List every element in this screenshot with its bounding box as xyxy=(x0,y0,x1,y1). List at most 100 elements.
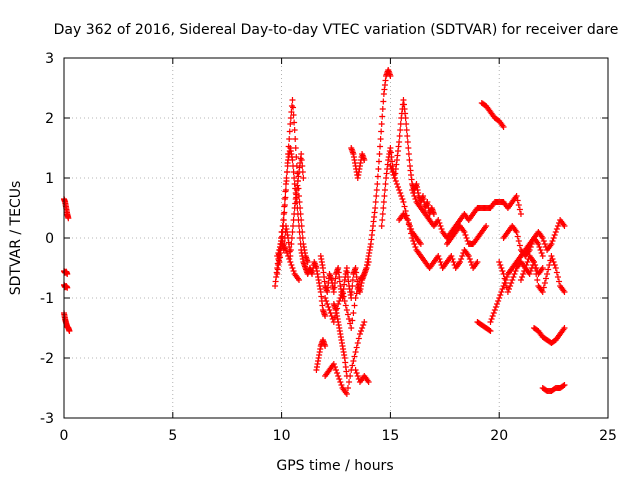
data-point xyxy=(405,220,412,226)
data-point xyxy=(495,298,502,304)
y-tick-label: -2 xyxy=(40,351,54,367)
data-point xyxy=(501,275,508,282)
data-point xyxy=(284,169,291,175)
data-point xyxy=(539,235,546,241)
data-point xyxy=(378,121,385,127)
data-point xyxy=(380,199,387,205)
data-point xyxy=(500,271,507,277)
data-point xyxy=(287,121,294,127)
data-point xyxy=(378,223,385,229)
data-point xyxy=(474,259,481,265)
data-point xyxy=(300,175,307,181)
data-point xyxy=(487,319,494,325)
series-a1 xyxy=(61,196,72,222)
data-point xyxy=(498,289,505,295)
data-point xyxy=(290,217,297,223)
data-point xyxy=(410,238,417,244)
data-point xyxy=(379,113,386,120)
data-point xyxy=(285,253,292,259)
data-point xyxy=(551,262,558,268)
data-point xyxy=(436,256,443,262)
data-point xyxy=(291,175,298,181)
data-point xyxy=(377,136,384,142)
data-point xyxy=(364,262,371,268)
data-point xyxy=(281,202,288,208)
data-point xyxy=(288,235,295,241)
series-a2 xyxy=(61,268,71,277)
data-point xyxy=(352,367,359,373)
data-point xyxy=(387,163,394,169)
data-point xyxy=(488,316,495,322)
data-point xyxy=(298,151,305,157)
data-point xyxy=(465,253,472,259)
data-point xyxy=(540,284,547,291)
data-point xyxy=(365,259,372,265)
data-point xyxy=(461,229,468,235)
data-point xyxy=(393,181,400,187)
data-point xyxy=(436,220,443,226)
x-tick-labels: 0 5 10 15 20 25 xyxy=(60,428,617,444)
data-point xyxy=(404,217,411,223)
data-point xyxy=(377,143,384,150)
data-point xyxy=(526,271,533,277)
data-point xyxy=(541,241,548,247)
data-point xyxy=(349,362,356,369)
series-h3 xyxy=(500,223,546,259)
series-e1 xyxy=(348,145,368,181)
data-point xyxy=(536,244,543,250)
data-point xyxy=(396,139,403,145)
data-point xyxy=(396,187,403,193)
data-point xyxy=(494,301,501,307)
data-point xyxy=(513,193,520,199)
data-point xyxy=(550,259,557,265)
data-point xyxy=(520,271,527,277)
y-tick-label: 2 xyxy=(45,111,54,127)
data-point xyxy=(288,241,295,247)
data-point xyxy=(287,115,294,121)
data-point xyxy=(412,196,419,202)
data-point xyxy=(287,259,294,265)
data-point xyxy=(541,280,548,286)
data-point xyxy=(362,268,369,274)
data-point xyxy=(540,238,547,244)
data-point xyxy=(289,265,296,271)
data-point xyxy=(290,104,297,111)
data-point xyxy=(276,247,283,253)
data-point xyxy=(551,232,558,238)
data-point xyxy=(344,385,351,391)
data-point xyxy=(348,325,355,331)
data-point xyxy=(289,229,296,235)
data-point xyxy=(299,163,306,169)
data-point xyxy=(411,241,418,247)
y-tick-label: 0 xyxy=(45,231,54,247)
data-point xyxy=(352,349,359,355)
data-point xyxy=(379,106,386,112)
data-point xyxy=(514,233,521,240)
data-point xyxy=(492,304,499,310)
data-point xyxy=(561,223,568,229)
data-point xyxy=(545,266,552,273)
data-point xyxy=(372,199,379,205)
data-point xyxy=(360,322,367,328)
data-point xyxy=(282,194,289,201)
y-tick-label: 3 xyxy=(45,51,54,67)
data-point xyxy=(342,302,349,309)
data-point xyxy=(534,277,541,283)
data-point xyxy=(532,265,539,271)
data-point xyxy=(497,292,504,298)
data-point xyxy=(290,112,297,118)
data-point xyxy=(387,73,394,79)
data-point xyxy=(527,244,534,250)
data-point xyxy=(361,271,368,277)
data-point xyxy=(390,172,397,178)
data-point xyxy=(549,256,556,262)
data-point xyxy=(397,121,404,127)
data-point xyxy=(448,253,455,259)
data-point xyxy=(515,238,522,244)
data-point xyxy=(374,181,381,187)
data-point xyxy=(322,313,329,319)
data-point xyxy=(354,340,361,346)
data-point xyxy=(554,223,561,229)
data-point xyxy=(330,361,337,367)
